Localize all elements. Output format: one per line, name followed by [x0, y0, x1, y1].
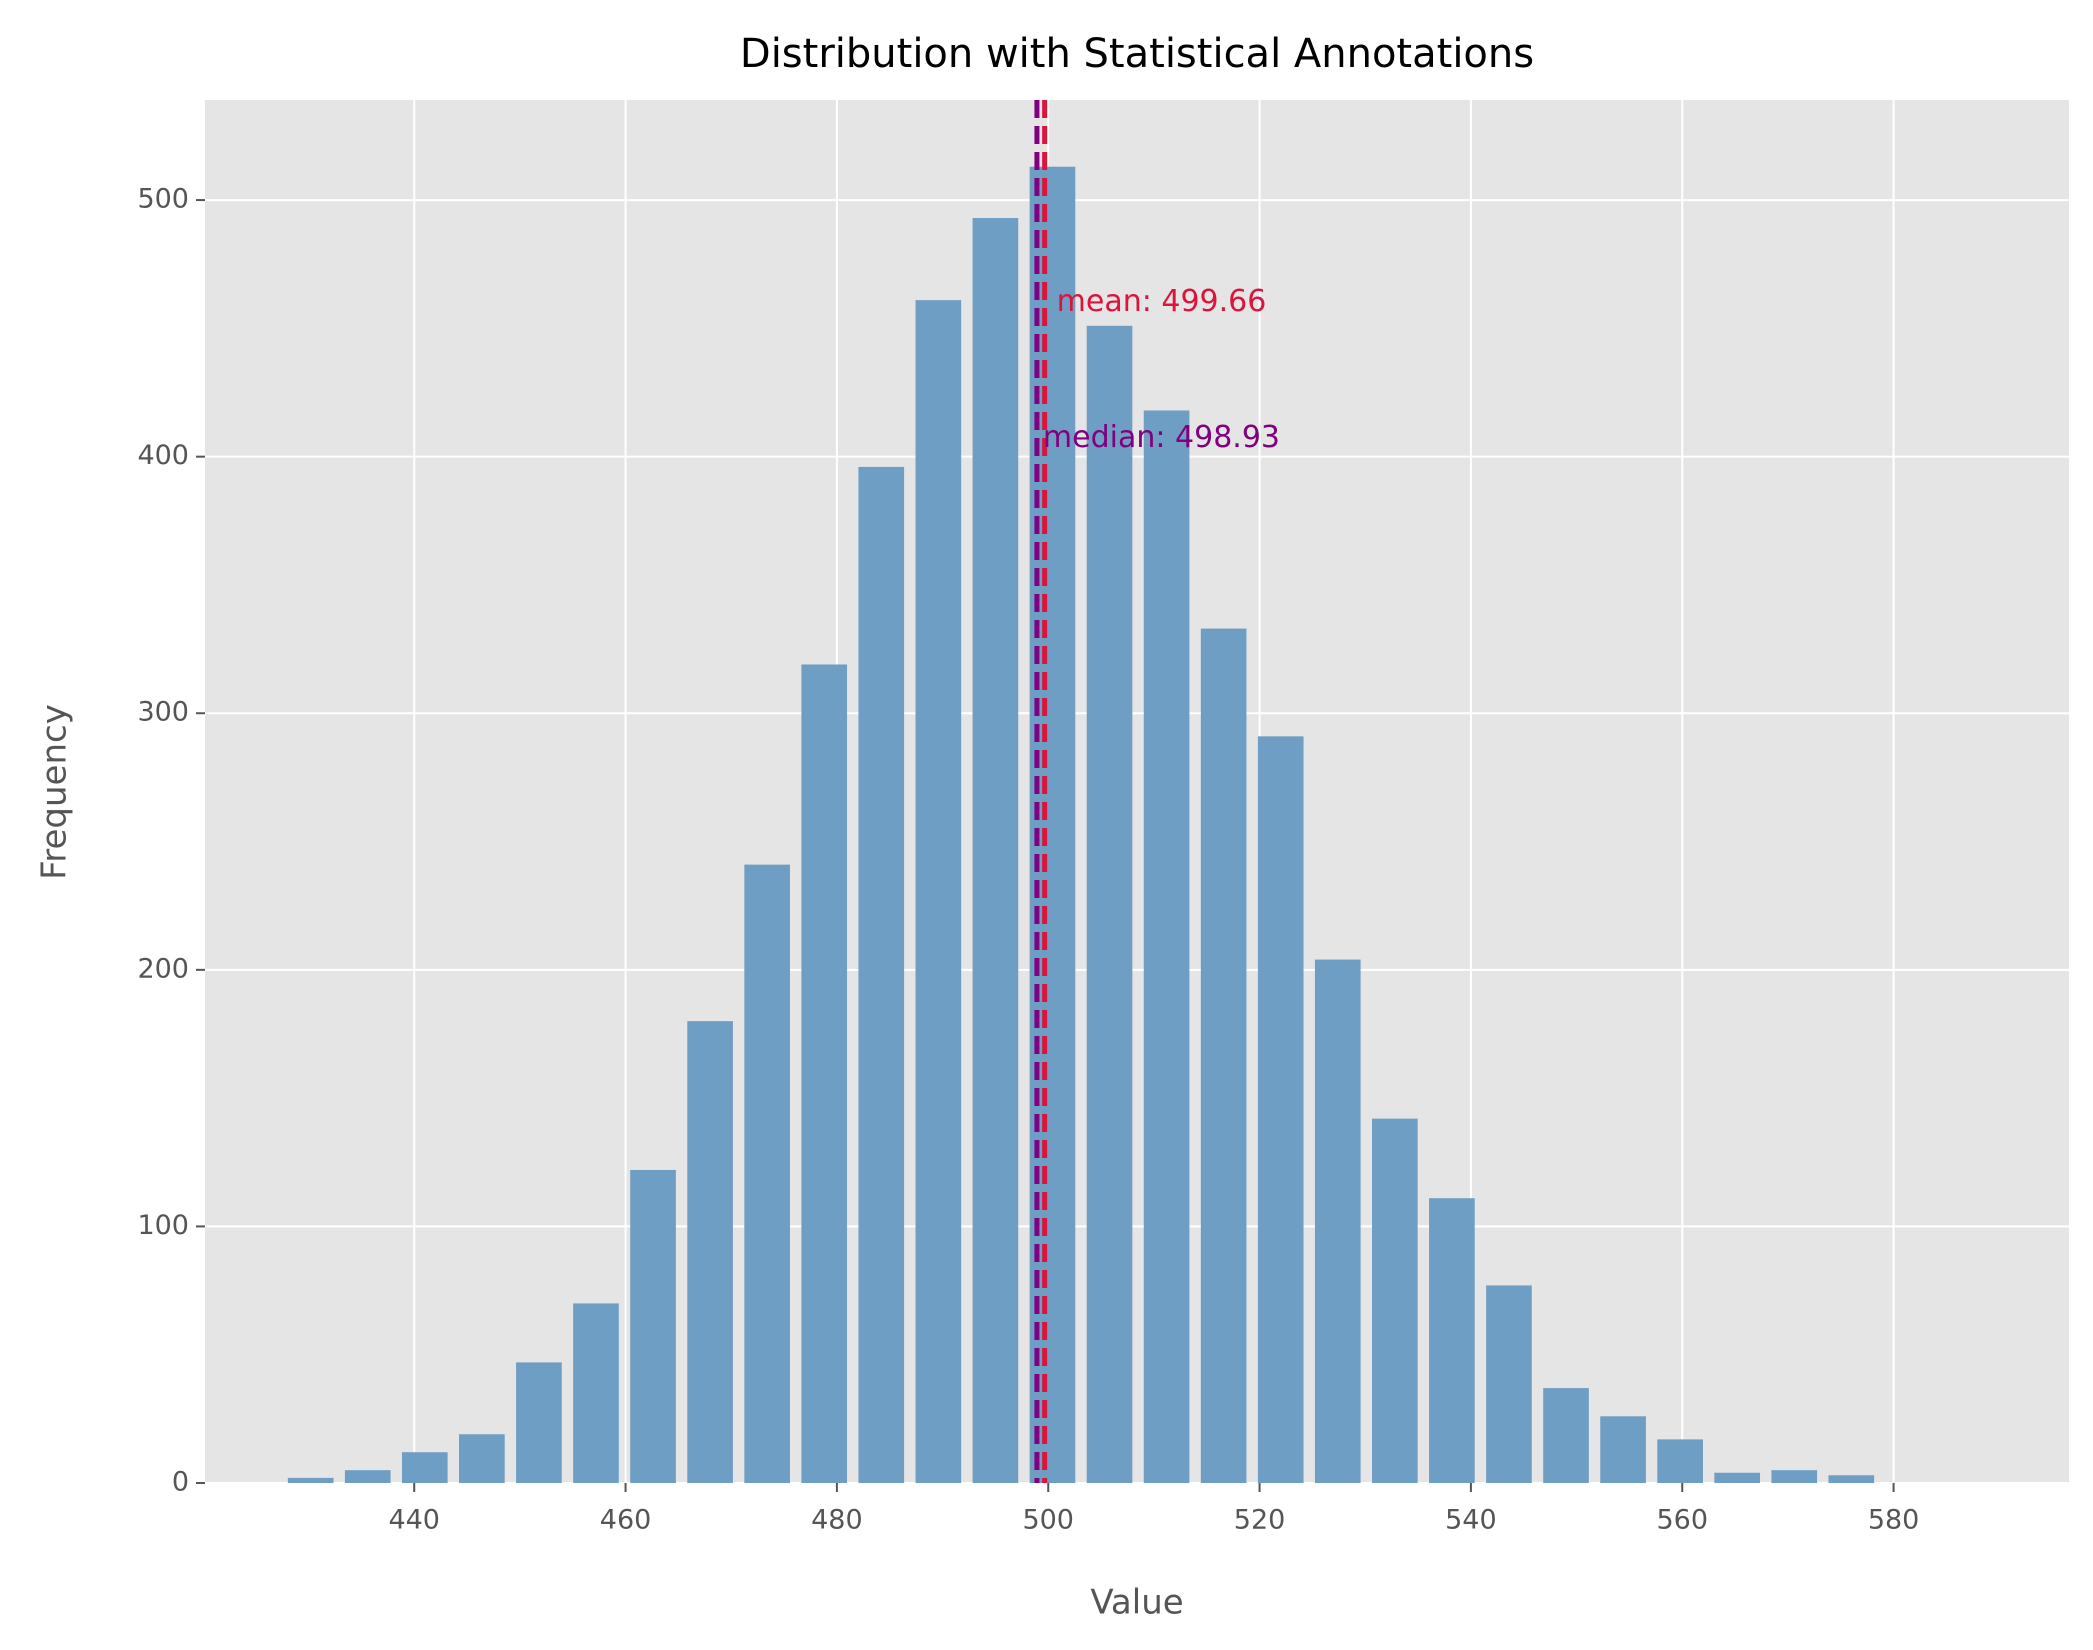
bar: [1314, 959, 1361, 1483]
x-tick-label: 580: [1868, 1505, 1920, 1536]
bar: [1828, 1475, 1875, 1483]
y-tick-label: 200: [137, 953, 189, 984]
bar: [630, 1169, 676, 1483]
x-tick-label: 440: [388, 1505, 440, 1536]
x-tick-label: 540: [1445, 1505, 1497, 1536]
y-tick-label: 100: [137, 1210, 189, 1241]
bar: [1200, 628, 1247, 1483]
bar: [1086, 325, 1133, 1484]
x-tick-label: 460: [600, 1505, 652, 1536]
bar: [744, 864, 790, 1483]
x-axis-label: Value: [1090, 1583, 1183, 1623]
bar: [1771, 1470, 1818, 1483]
plot-background: [205, 100, 2069, 1483]
y-axis-label: Frequency: [35, 704, 75, 880]
y-tick-label: 500: [137, 184, 189, 215]
bar: [401, 1452, 448, 1483]
annotation-label: mean: 499.66: [1057, 284, 1267, 319]
bar: [516, 1362, 562, 1483]
x-tick-label: 560: [1656, 1505, 1708, 1536]
bar: [1543, 1388, 1589, 1483]
bar: [287, 1477, 334, 1483]
x-tick-label: 480: [811, 1505, 863, 1536]
bar: [1429, 1198, 1475, 1483]
bar: [687, 1021, 733, 1483]
bar: [1657, 1439, 1703, 1483]
chart-title: Distribution with Statistical Annotation…: [740, 31, 1534, 77]
bar: [1486, 1285, 1532, 1483]
y-tick-label: 0: [172, 1467, 189, 1498]
bar: [1600, 1416, 1646, 1483]
bar: [1372, 1118, 1418, 1483]
x-tick-label: 500: [1022, 1505, 1074, 1536]
annotation-label: median: 498.93: [1043, 420, 1280, 455]
y-tick-label: 400: [137, 440, 189, 471]
bar: [972, 218, 1019, 1484]
y-tick-label: 300: [137, 697, 189, 728]
bar: [459, 1434, 505, 1483]
bar: [344, 1470, 391, 1483]
bar: [1714, 1472, 1761, 1483]
bar: [915, 300, 962, 1483]
x-tick-label: 520: [1234, 1505, 1286, 1536]
bar: [573, 1303, 619, 1483]
bar: [858, 466, 905, 1484]
bar: [1257, 736, 1304, 1483]
bar: [801, 664, 848, 1483]
bar: [1143, 410, 1190, 1484]
